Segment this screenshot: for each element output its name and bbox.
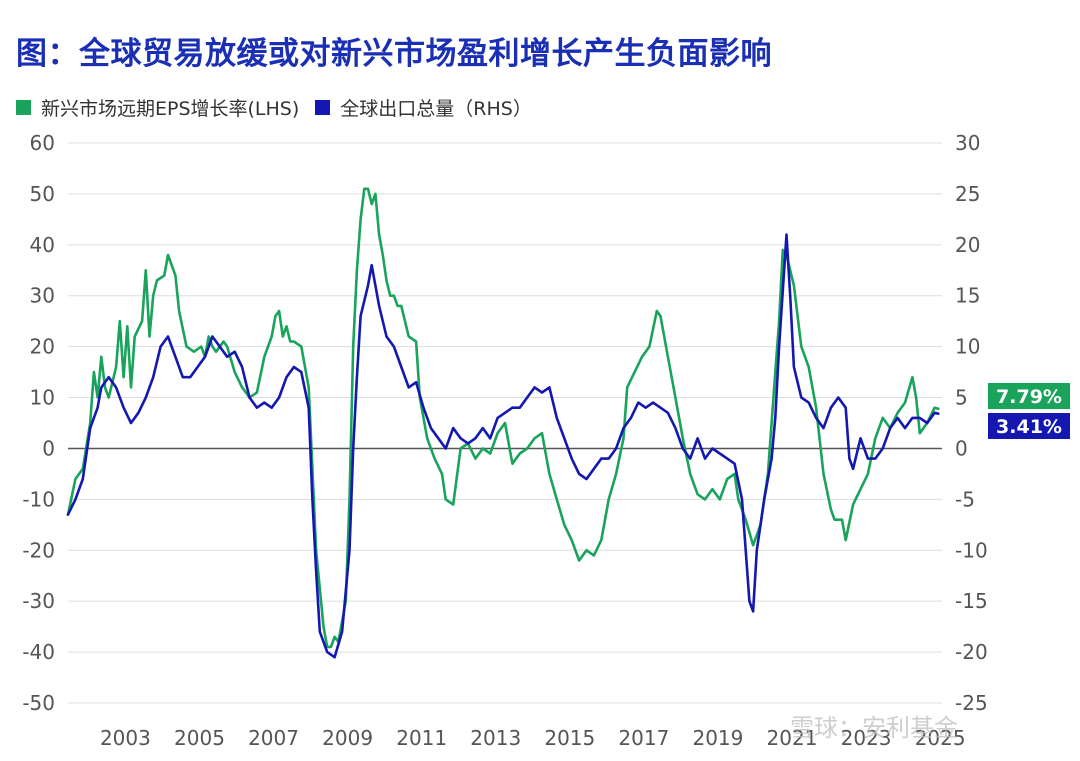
- right-tick-label: -20: [955, 640, 988, 664]
- left-tick-label: -10: [22, 487, 55, 511]
- left-tick-label: -20: [22, 538, 55, 562]
- badge-eps-last: 7.79%: [988, 383, 1070, 409]
- right-tick-label: 10: [955, 335, 980, 359]
- legend-swatch-green: [16, 100, 31, 115]
- legend: 新兴市场远期EPS增长率(LHS) 全球出口总量（RHS）: [16, 94, 548, 121]
- right-tick-label: -15: [955, 589, 988, 613]
- x-tick-label: 2019: [692, 726, 743, 750]
- left-tick-label: 60: [30, 131, 55, 155]
- x-tick-label: 2003: [100, 726, 151, 750]
- badge-box: [988, 413, 1070, 439]
- x-tick-label: 2011: [396, 726, 447, 750]
- right-tick-label: 15: [955, 284, 980, 308]
- x-tick-label: 2017: [618, 726, 669, 750]
- right-tick-label: 0: [955, 436, 968, 460]
- right-tick-label: 5: [955, 386, 968, 410]
- right-tick-label: 25: [955, 182, 980, 206]
- left-tick-label: 10: [30, 386, 55, 410]
- x-axis-ticks: 2003 2005 2007 2009 2011 2013 2015 2017 2019 2021…: [100, 726, 966, 750]
- x-tick-label: 2021: [767, 726, 818, 750]
- series-line-exports: [66, 233, 940, 659]
- right-tick-label: 20: [955, 233, 980, 257]
- badge-label: 7.79%: [996, 386, 1062, 408]
- x-tick-label: 2009: [322, 726, 373, 750]
- badge-exports-last: 3.41%: [988, 413, 1070, 439]
- left-tick-label: 50: [30, 182, 55, 206]
- right-tick-label: 30: [955, 131, 980, 155]
- x-tick-label: 2023: [841, 726, 892, 750]
- legend-item-eps: 新兴市场远期EPS增长率(LHS): [16, 94, 299, 121]
- legend-swatch-blue: [315, 100, 331, 115]
- left-tick-label: 40: [30, 233, 55, 257]
- series-lines: [66, 187, 940, 659]
- right-tick-label: -5: [955, 487, 975, 511]
- left-tick-label: -30: [22, 589, 55, 613]
- watermark-text: 雪球：安利基金: [790, 714, 958, 742]
- x-tick-label: 2013: [470, 726, 521, 750]
- right-tick-label: -10: [955, 538, 988, 562]
- legend-label-eps: 新兴市场远期EPS增长率(LHS): [41, 98, 300, 120]
- badge-label: 3.41%: [996, 416, 1062, 438]
- chart-title: 图：全球贸易放缓或对新兴市场盈利增长产生负面影响: [16, 36, 772, 72]
- legend-item-exports: 全球出口总量（RHS）: [315, 94, 532, 121]
- legend-label-exports: 全球出口总量（RHS）: [340, 98, 532, 120]
- last-value-badges: 7.79% 3.41%: [988, 383, 1070, 439]
- left-tick-label: 0: [42, 436, 55, 460]
- x-tick-label: 2007: [248, 726, 299, 750]
- x-tick-label: 2015: [544, 726, 595, 750]
- left-axis-ticks: 60 50 40 30 20 10 0 -10 -20 -30 -40 -50: [22, 131, 55, 715]
- left-tick-label: 30: [30, 284, 55, 308]
- badge-box: [988, 383, 1070, 409]
- x-tick-label: 2005: [174, 726, 225, 750]
- right-tick-label: -25: [955, 691, 988, 715]
- x-tick-label: 2025: [915, 726, 966, 750]
- left-tick-label: -50: [22, 691, 55, 715]
- series-line-eps: [66, 187, 940, 649]
- right-axis-ticks: 30 25 20 15 10 5 0 -5 -10 -15 -20 -25: [955, 131, 988, 715]
- left-tick-label: 20: [30, 335, 55, 359]
- left-tick-label: -40: [22, 640, 55, 664]
